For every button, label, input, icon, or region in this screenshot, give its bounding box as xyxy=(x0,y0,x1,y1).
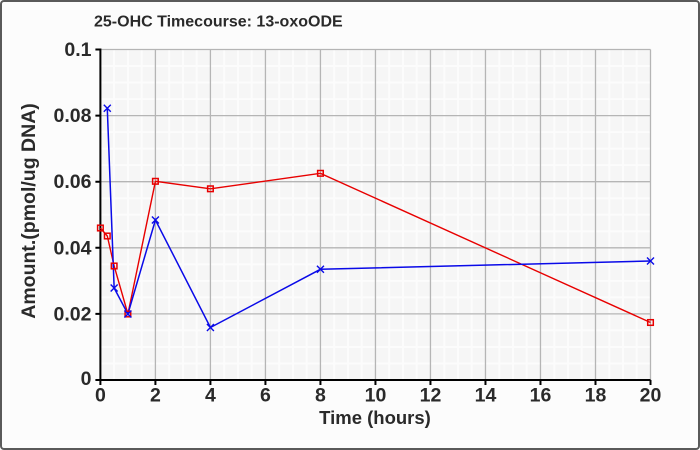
svg-text:14: 14 xyxy=(475,385,497,407)
svg-text:0.1: 0.1 xyxy=(64,39,91,61)
svg-text:18: 18 xyxy=(585,385,607,407)
svg-text:0: 0 xyxy=(81,368,92,390)
svg-text:0.08: 0.08 xyxy=(54,105,92,127)
svg-text:0.02: 0.02 xyxy=(54,303,92,325)
svg-text:0.04: 0.04 xyxy=(54,237,92,259)
svg-text:Amount.(pmol/ug DNA): Amount.(pmol/ug DNA) xyxy=(18,103,40,319)
svg-text:25-OHC Timecourse: 13-oxoODE: 25-OHC Timecourse: 13-oxoODE xyxy=(94,14,343,31)
svg-text:20: 20 xyxy=(640,385,662,407)
svg-text:2: 2 xyxy=(150,385,161,407)
svg-text:0: 0 xyxy=(95,385,106,407)
svg-text:10: 10 xyxy=(365,385,387,407)
svg-text:4: 4 xyxy=(205,385,216,407)
svg-text:8: 8 xyxy=(315,385,326,407)
svg-text:0.06: 0.06 xyxy=(54,171,92,193)
svg-text:12: 12 xyxy=(420,385,442,407)
svg-text:16: 16 xyxy=(530,385,552,407)
svg-text:Time (hours): Time (hours) xyxy=(319,407,431,428)
svg-text:6: 6 xyxy=(260,385,271,407)
